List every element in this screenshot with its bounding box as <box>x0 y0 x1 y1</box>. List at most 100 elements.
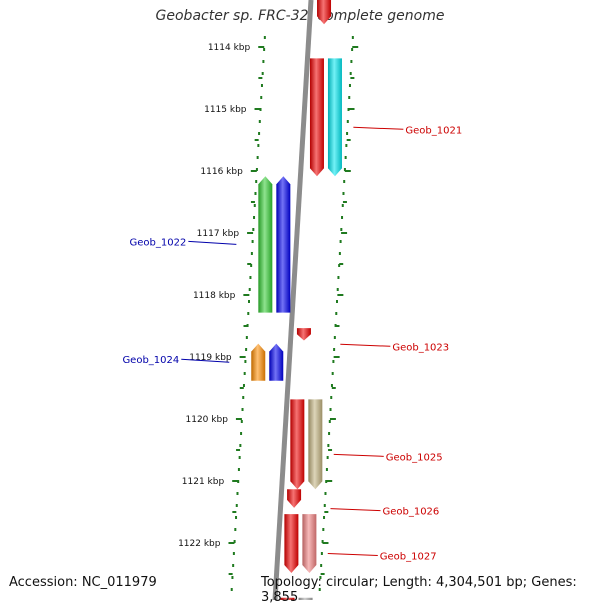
right-track-dot <box>335 312 338 315</box>
left-track-dot <box>251 240 254 243</box>
left-track-dot <box>240 432 243 435</box>
right-track-dot <box>351 36 354 39</box>
left-track-dot <box>240 420 243 423</box>
right-track-dot <box>341 204 344 207</box>
genome-backbone <box>272 0 314 600</box>
gene-leader-line <box>340 343 391 347</box>
gene-label: Geob_1026 <box>382 507 439 518</box>
left-track-dot <box>261 72 264 75</box>
left-track-dot <box>247 312 250 315</box>
right-track-dot <box>339 240 342 243</box>
right-track-dot <box>341 216 344 219</box>
gene-arrow <box>308 399 323 490</box>
left-track-dot <box>252 228 255 231</box>
left-track-dot <box>260 84 263 87</box>
left-track-dot <box>232 564 235 567</box>
right-track-dot <box>330 396 333 399</box>
left-track-dot <box>243 372 246 375</box>
right-track-dot <box>332 360 335 363</box>
left-track-dot <box>233 540 236 543</box>
gene-label: Geob_1022 <box>130 237 187 248</box>
left-track-dot <box>231 576 234 579</box>
left-track-dot <box>234 528 237 531</box>
kbp-tick-label: 1121 kbp <box>182 477 225 487</box>
right-track-dot <box>325 468 328 471</box>
right-track-dot <box>340 228 343 231</box>
left-track-dot <box>242 384 245 387</box>
left-track-dot <box>257 144 260 147</box>
right-track-dot <box>336 300 338 303</box>
right-track-dot <box>328 420 331 423</box>
gene-leader-line <box>188 240 237 245</box>
left-track-dot <box>250 264 253 267</box>
kbp-tick-label: 1120 kbp <box>186 415 229 425</box>
left-track-dot <box>241 408 244 411</box>
gene-arrow <box>317 0 332 25</box>
left-track-dot <box>258 132 261 135</box>
right-track-dot <box>343 180 346 183</box>
left-track-dot <box>245 348 248 351</box>
gene-leader-line <box>181 358 230 363</box>
left-track-dot <box>245 336 248 339</box>
left-track-dot <box>248 300 250 303</box>
right-track-dot <box>321 540 324 543</box>
right-track-dot <box>342 192 345 195</box>
gene-arrow-geob-1021 <box>309 58 324 177</box>
right-track-dot <box>348 84 351 87</box>
right-track-dot <box>319 576 322 579</box>
gene-label: Geob_1025 <box>386 452 443 463</box>
right-track-dot <box>338 252 341 255</box>
left-track-dot <box>246 324 249 327</box>
kbp-tick-label: 1115 kbp <box>204 105 247 115</box>
gene-arrow-geob-1022 <box>258 176 273 313</box>
right-track-dot <box>346 120 349 123</box>
left-track-dot <box>236 492 239 495</box>
gene-label: Geob_1021 <box>405 125 462 136</box>
right-track-dot <box>345 144 348 147</box>
right-track-dot <box>326 456 329 459</box>
left-track-dot <box>249 276 252 279</box>
left-track-dot <box>242 396 245 399</box>
right-track-dot <box>318 588 321 591</box>
right-track-dot <box>350 60 353 63</box>
left-track-dot <box>253 204 256 207</box>
left-track-dot <box>258 120 261 123</box>
right-track-dot <box>323 516 326 519</box>
gene-arrow <box>276 176 291 313</box>
right-track-dot <box>328 432 331 435</box>
left-track-dot <box>250 252 253 255</box>
kbp-tick-label: 1116 kbp <box>200 167 243 177</box>
gene-label: Geob_1023 <box>392 342 449 353</box>
left-track-dot <box>254 192 257 195</box>
right-track-dot <box>323 504 326 507</box>
left-track-dot <box>262 60 265 63</box>
right-track-dot <box>322 528 325 531</box>
gene-arrow <box>327 58 342 177</box>
gene-label: Geob_1024 <box>122 355 179 366</box>
left-track-dot <box>237 468 240 471</box>
right-track-dot <box>348 96 351 99</box>
gene-leader-line <box>327 553 378 557</box>
left-track-dot <box>248 288 251 291</box>
right-track-dot <box>337 276 340 279</box>
right-track-dot <box>338 264 341 267</box>
kbp-tick-label: 1119 kbp <box>189 353 232 363</box>
left-track-dot <box>235 504 238 507</box>
left-track-dot <box>256 156 259 159</box>
left-track-dot <box>230 588 233 591</box>
genome-summary: Topology: circular; Length: 4,304,501 bp… <box>261 575 577 605</box>
left-track-dot <box>263 36 266 39</box>
right-track-dot <box>346 132 349 135</box>
gene-arrow-geob-1025 <box>290 399 305 490</box>
right-track-dot <box>344 156 347 159</box>
gene-label: Geob_1027 <box>380 552 437 563</box>
left-track-dot <box>260 96 263 99</box>
right-track-dot <box>324 492 327 495</box>
gene-arrow <box>269 343 284 381</box>
gene-arrow <box>280 597 295 600</box>
gene-leader-line <box>353 126 404 130</box>
right-track-dot <box>333 336 336 339</box>
kbp-tick-label: 1117 kbp <box>197 229 240 239</box>
right-track-dot <box>327 444 330 447</box>
gene-arrow-geob-1024 <box>251 343 266 381</box>
